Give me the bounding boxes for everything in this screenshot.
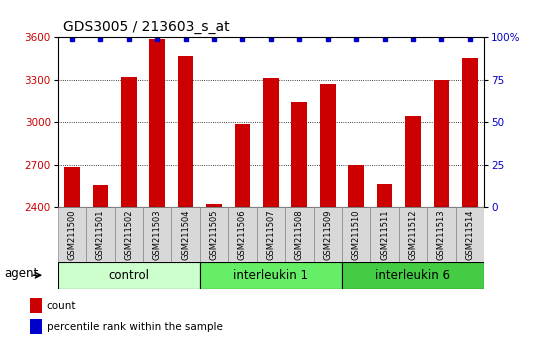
Bar	[200, 262, 342, 289]
Bar	[121, 77, 136, 207]
Bar	[399, 207, 427, 262]
Text: GSM211501: GSM211501	[96, 210, 105, 260]
Bar	[228, 207, 257, 262]
Text: GSM211503: GSM211503	[153, 210, 162, 261]
Text: GSM211509: GSM211509	[323, 210, 332, 260]
Bar	[30, 319, 42, 334]
Bar	[377, 184, 392, 207]
Bar	[462, 58, 477, 207]
Text: interleukin 6: interleukin 6	[376, 269, 450, 282]
Bar	[58, 207, 86, 262]
Bar	[200, 207, 228, 262]
Bar	[342, 262, 484, 289]
Bar	[263, 78, 279, 207]
Text: GSM211502: GSM211502	[124, 210, 133, 260]
Bar	[320, 84, 336, 207]
Bar	[150, 39, 165, 207]
Text: GSM211512: GSM211512	[409, 210, 417, 260]
Bar	[455, 207, 484, 262]
Text: count: count	[47, 301, 76, 311]
Bar	[314, 207, 342, 262]
Text: interleukin 1: interleukin 1	[233, 269, 309, 282]
Text: GDS3005 / 213603_s_at: GDS3005 / 213603_s_at	[63, 19, 230, 34]
Bar	[143, 207, 172, 262]
Bar	[348, 165, 364, 207]
Bar	[257, 207, 285, 262]
Bar	[172, 207, 200, 262]
Bar	[30, 298, 42, 313]
Bar	[178, 56, 194, 207]
Bar	[64, 167, 80, 207]
Text: GSM211506: GSM211506	[238, 210, 247, 261]
Bar	[235, 124, 250, 207]
Text: GSM211507: GSM211507	[266, 210, 276, 261]
Text: GSM211504: GSM211504	[181, 210, 190, 260]
Text: GSM211505: GSM211505	[210, 210, 218, 260]
Text: GSM211514: GSM211514	[465, 210, 474, 260]
Text: GSM211500: GSM211500	[68, 210, 76, 260]
Bar	[58, 262, 200, 289]
Text: GSM211513: GSM211513	[437, 210, 446, 261]
Bar	[370, 207, 399, 262]
Bar	[433, 80, 449, 207]
Text: percentile rank within the sample: percentile rank within the sample	[47, 322, 223, 332]
Bar	[342, 207, 370, 262]
Bar	[86, 207, 114, 262]
Text: agent: agent	[4, 267, 39, 280]
Bar	[206, 204, 222, 207]
Bar	[92, 185, 108, 207]
Bar	[114, 207, 143, 262]
Text: GSM211511: GSM211511	[380, 210, 389, 260]
Bar	[285, 207, 314, 262]
Text: GSM211510: GSM211510	[351, 210, 361, 260]
Text: control: control	[108, 269, 149, 282]
Bar	[292, 102, 307, 207]
Text: GSM211508: GSM211508	[295, 210, 304, 261]
Bar	[427, 207, 455, 262]
Bar	[405, 116, 421, 207]
